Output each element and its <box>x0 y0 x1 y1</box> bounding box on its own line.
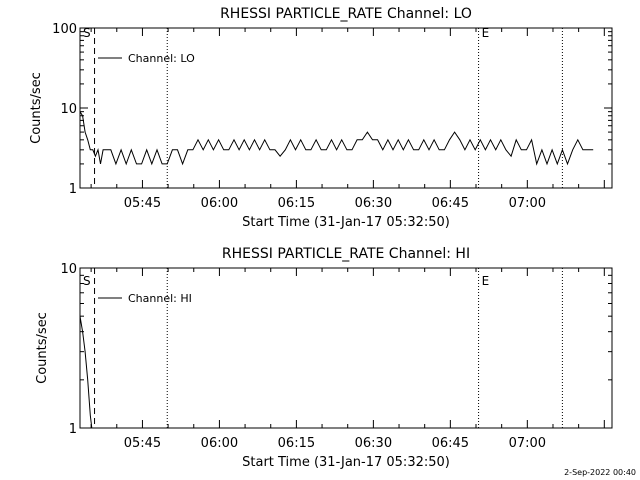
lo-channel-panel: RHESSI PARTICLE_RATE Channel: LO 1 10 100 Co… <box>29 6 613 230</box>
legend-label: Channel: HI <box>128 292 192 305</box>
plot-frame <box>79 267 613 429</box>
x-tick-label: 05:45 <box>124 436 161 451</box>
y-tick-label: 100 <box>52 22 77 37</box>
legend-label: Channel: LO <box>128 52 195 65</box>
series-line <box>79 316 93 429</box>
x-tick-label: 06:00 <box>201 196 238 211</box>
y-tick-label: 1 <box>69 182 77 197</box>
chart-title: RHESSI PARTICLE_RATE Channel: HI <box>222 246 470 262</box>
y-axis-label: Counts/sec <box>29 72 44 144</box>
event-marker-label: E <box>482 26 490 40</box>
event-marker-label: S <box>83 26 91 40</box>
x-tick-label: 06:45 <box>432 196 469 211</box>
x-axis-label: Start Time (31-Jan-17 05:32:50) <box>242 215 450 230</box>
x-tick-label: 06:45 <box>432 436 469 451</box>
x-tick-label: 07:00 <box>509 436 546 451</box>
y-tick-label: 10 <box>60 262 77 277</box>
y-axis-label: Counts/sec <box>35 312 50 384</box>
event-marker-label: E <box>482 274 490 288</box>
series-line <box>79 111 594 166</box>
x-axis-label: Start Time (31-Jan-17 05:32:50) <box>242 455 450 470</box>
footer-timestamp: 2-Sep-2022 00:40 <box>564 468 636 477</box>
x-tick-label: 06:30 <box>355 436 392 451</box>
event-marker-label: S <box>83 274 91 288</box>
x-tick-label: 06:15 <box>278 196 315 211</box>
y-tick-label: 10 <box>60 102 77 117</box>
x-tick-label: 06:30 <box>355 196 392 211</box>
chart-title: RHESSI PARTICLE_RATE Channel: LO <box>220 6 472 22</box>
x-tick-label: 07:00 <box>509 196 546 211</box>
y-tick-label: 1 <box>69 422 77 437</box>
x-tick-label: 06:15 <box>278 436 315 451</box>
x-tick-label: 06:00 <box>201 436 238 451</box>
hi-channel-panel: RHESSI PARTICLE_RATE Channel: HI 1 10 Count… <box>35 246 613 470</box>
x-tick-label: 05:45 <box>124 196 161 211</box>
